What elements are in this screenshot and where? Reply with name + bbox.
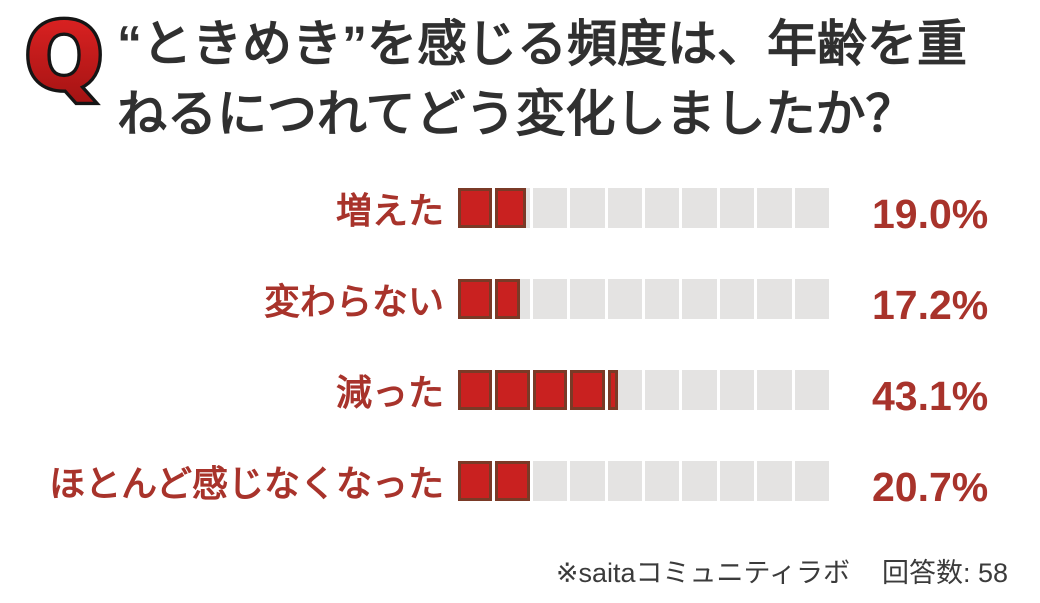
- response-count: 回答数: 58: [881, 558, 1008, 588]
- chart-row: 減った 43.1%: [0, 368, 1040, 419]
- bar-segment: [645, 461, 680, 501]
- bar-segment: [458, 370, 493, 410]
- bar-segment: [645, 188, 680, 228]
- bar-segment-fill: [570, 370, 605, 410]
- bar-segment: [495, 461, 530, 501]
- bar-segment: [757, 461, 792, 501]
- bar-segment: [682, 461, 717, 501]
- bar-segment: [719, 188, 755, 228]
- bar-segment-fill: [458, 461, 493, 501]
- bar-segment: [757, 370, 792, 410]
- bar-segment: [757, 188, 792, 228]
- bar-segment: [570, 461, 605, 501]
- bar-segment: [495, 279, 530, 319]
- bar-segment: [719, 461, 755, 501]
- row-value: 43.1%: [872, 372, 989, 419]
- bar-segment: [794, 279, 830, 319]
- chart-row: 増えた 19.0%: [0, 186, 1040, 237]
- title-line-1: “ときめき”を感じる頻度は、年齢を重: [117, 16, 967, 72]
- bar-segment: [458, 461, 493, 501]
- row-value: 20.7%: [872, 463, 989, 510]
- chart-row: 変わらない 17.2%: [0, 277, 1040, 328]
- question-badge: Q: [21, 6, 106, 106]
- row-label: ほとんど感じなくなった: [49, 463, 444, 504]
- bar-segment: [682, 279, 717, 319]
- title-line-2: ねるにつれてどう変化しましたか？: [117, 86, 916, 142]
- bar-segment: [532, 461, 568, 501]
- page-title: “ときめき”を感じる頻度は、年齢を重 ねるにつれてどう変化しましたか？: [117, 9, 1027, 149]
- bar-segment: [607, 370, 643, 410]
- row-value: 19.0%: [872, 190, 989, 237]
- bar-segment-fill: [607, 370, 619, 410]
- bar-segment: [495, 370, 530, 410]
- bar-segment: [495, 188, 530, 228]
- bar-segment: [532, 188, 568, 228]
- bar-segment: [682, 370, 717, 410]
- source-credit: ※saitaコミュニティラボ: [555, 558, 850, 588]
- bar-segment-fill: [495, 461, 530, 501]
- bar-segment: [794, 370, 830, 410]
- bar-segment: [645, 370, 680, 410]
- bar-track: [458, 188, 830, 228]
- bar-segment: [645, 279, 680, 319]
- row-value: 17.2%: [872, 281, 989, 328]
- bar-segment: [794, 461, 830, 501]
- bar-segment: [532, 370, 568, 410]
- row-label: 変わらない: [263, 281, 444, 322]
- bar-segment: [570, 279, 605, 319]
- bar-segment: [532, 279, 568, 319]
- bar-segment-fill: [458, 188, 493, 228]
- bar-track: [458, 370, 830, 410]
- bar-segment: [607, 188, 643, 228]
- q-letter: Q: [25, 6, 103, 106]
- bar-segment-fill: [532, 370, 568, 410]
- chart-row: ほとんど感じなくなった 20.7%: [0, 459, 1040, 510]
- bar-segment: [607, 279, 643, 319]
- bar-segment-fill: [458, 370, 493, 410]
- bar-segment-fill: [495, 279, 521, 319]
- chart-rows: 増えた 19.0% 変わらない 17.2% 減った 43.1% ほとんど感じなく…: [0, 186, 1040, 510]
- bar-segment: [607, 461, 643, 501]
- bar-track: [458, 461, 830, 501]
- bar-segment: [682, 188, 717, 228]
- bar-segment: [757, 279, 792, 319]
- bar-segment: [570, 188, 605, 228]
- bar-segment: [719, 370, 755, 410]
- row-label: 減った: [335, 372, 444, 413]
- bar-segment: [458, 188, 493, 228]
- bar-track: [458, 279, 830, 319]
- bar-segment-fill: [495, 370, 530, 410]
- bar-segment: [570, 370, 605, 410]
- bar-segment: [458, 279, 493, 319]
- row-label: 増えた: [335, 190, 444, 231]
- bar-segment-fill: [495, 188, 527, 228]
- footer: ※saitaコミュニティラボ 回答数: 58: [556, 551, 1008, 590]
- bar-segment: [719, 279, 755, 319]
- bar-segment-fill: [458, 279, 493, 319]
- bar-segment: [794, 188, 830, 228]
